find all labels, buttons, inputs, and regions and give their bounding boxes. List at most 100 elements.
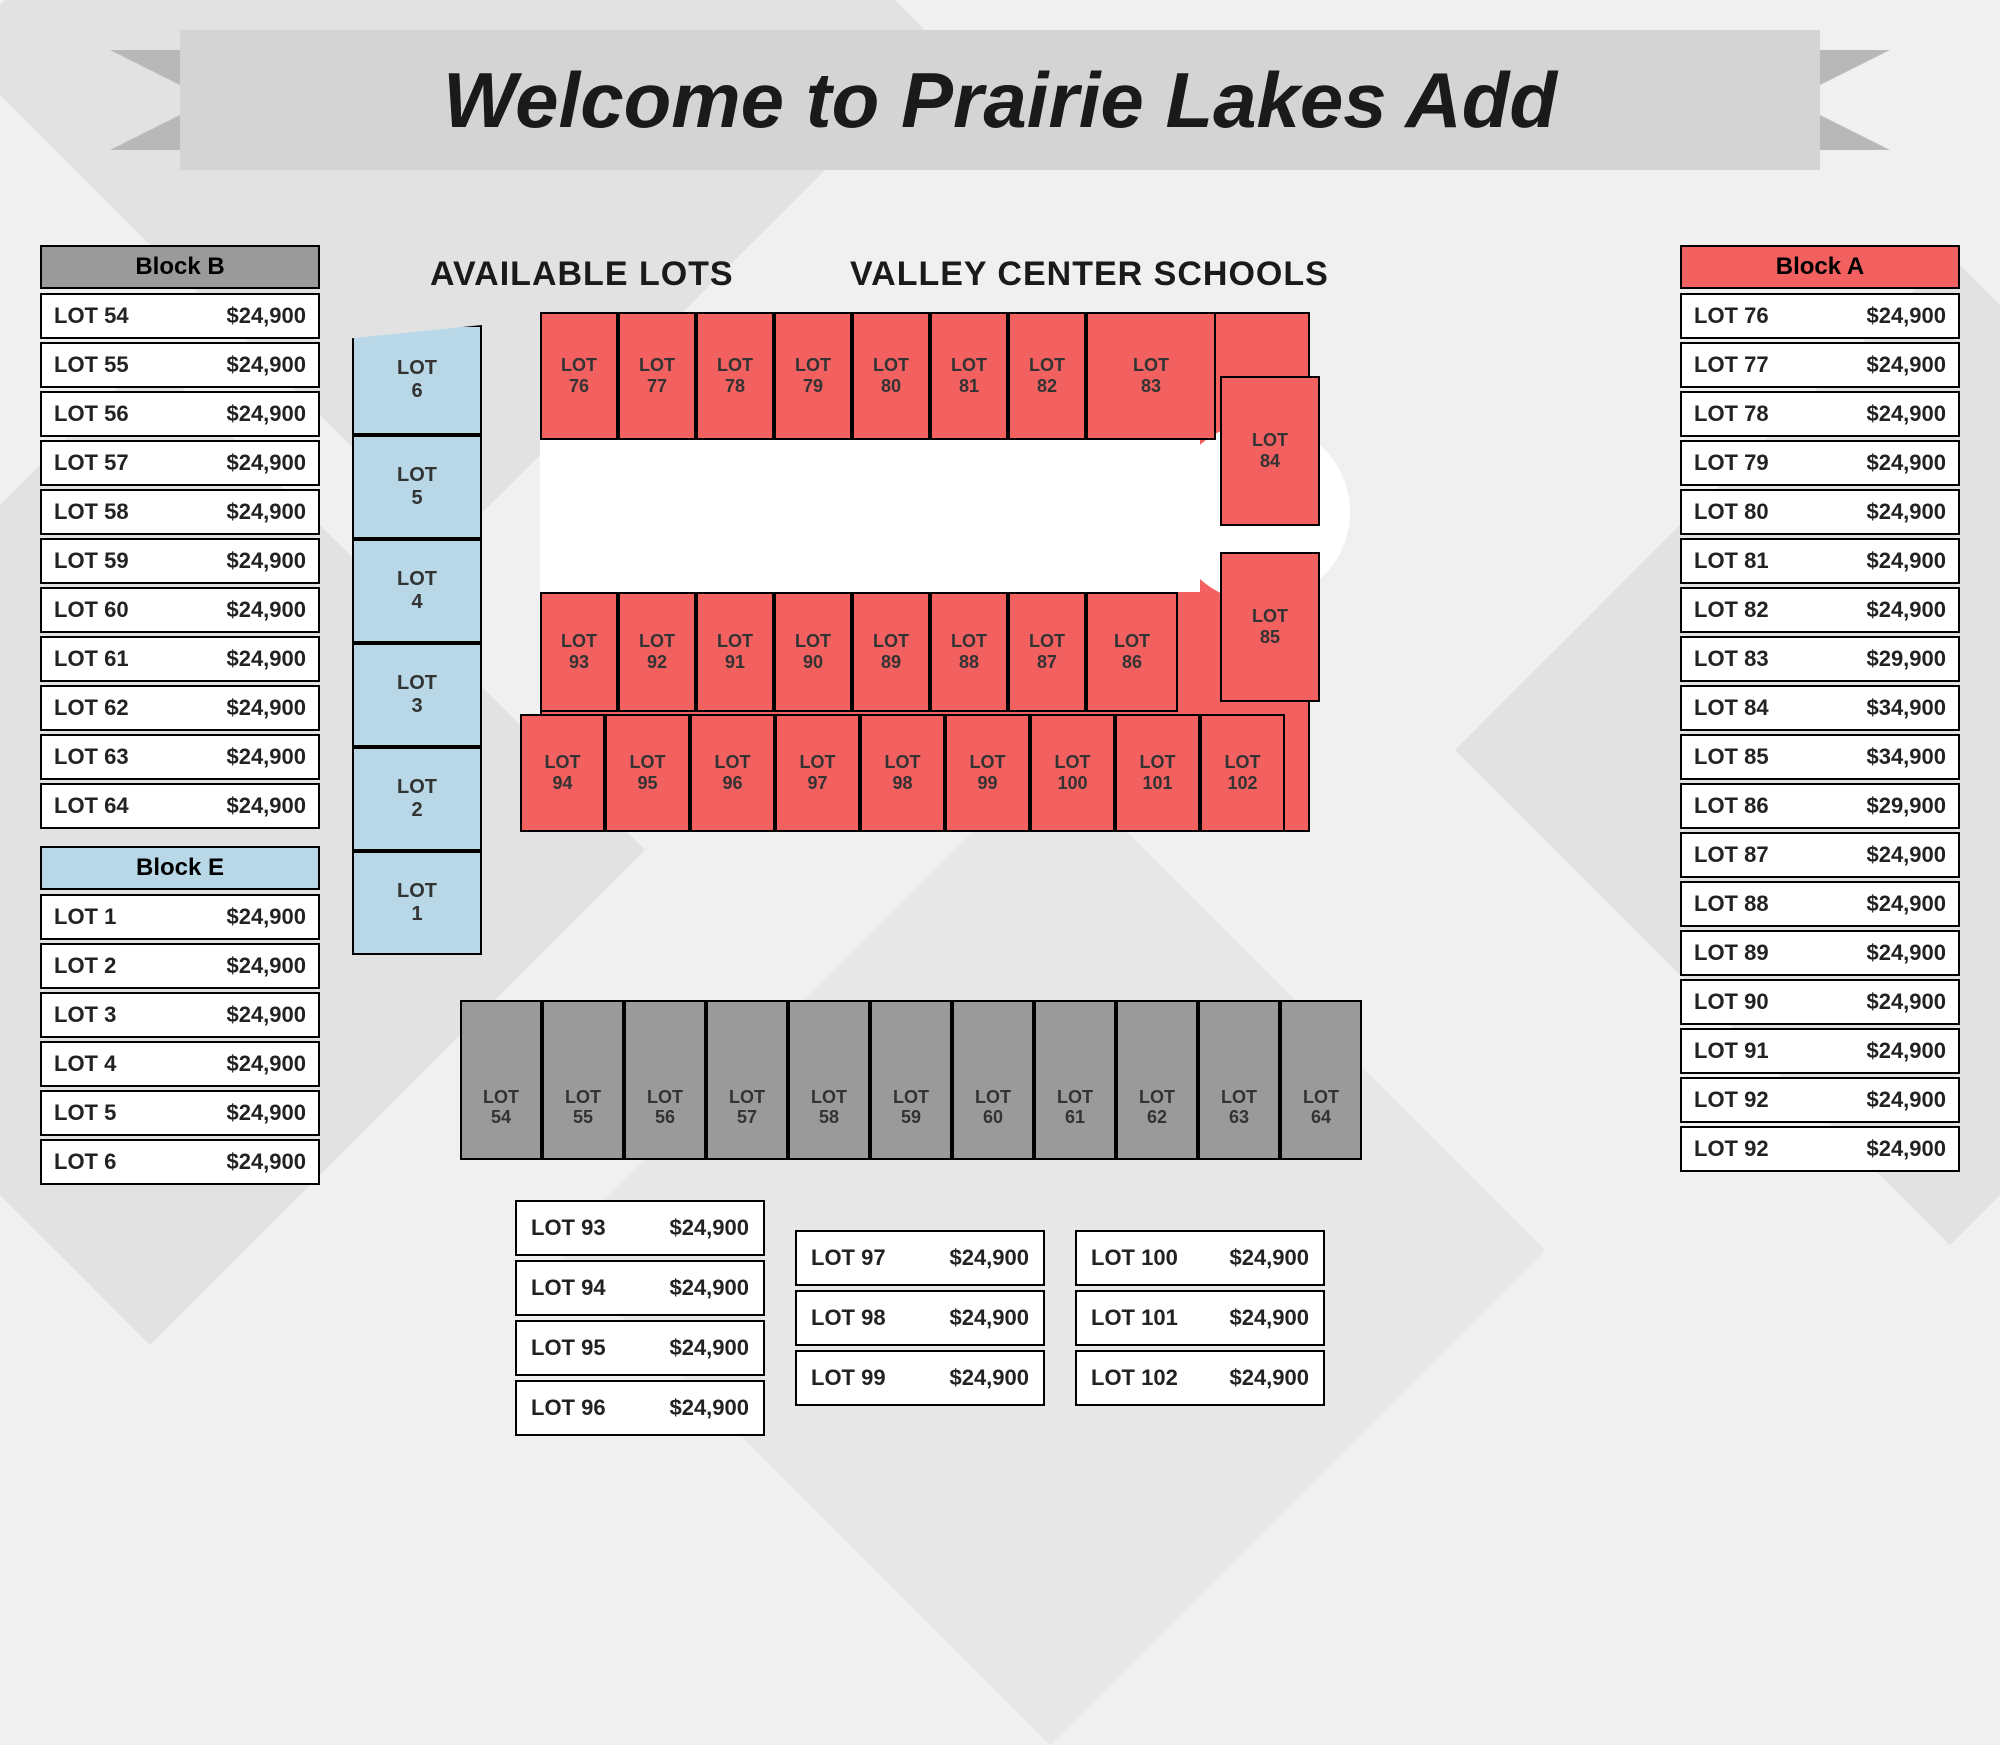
- left-price-column: Block B LOT 54$24,900LOT 55$24,900LOT 56…: [40, 245, 320, 1188]
- lot-label: LOT 92: [1694, 1087, 1866, 1113]
- price-label: $24,900: [226, 352, 306, 378]
- map-lot: LOT101: [1115, 714, 1200, 832]
- price-row: LOT 2$24,900: [40, 943, 320, 989]
- price-label: $24,900: [226, 548, 306, 574]
- price-label: $24,900: [1866, 891, 1946, 917]
- map-lot: LOT76: [540, 312, 618, 440]
- price-row: LOT 90$24,900: [1680, 979, 1960, 1025]
- map-gray-row: LOT54LOT55LOT56LOT57LOT58LOT59LOT60LOT61…: [460, 1000, 1362, 1160]
- lot-label: LOT 96: [531, 1395, 669, 1421]
- map-lot: LOT83: [1086, 312, 1216, 440]
- lot-label: LOT 88: [1694, 891, 1866, 917]
- lot-label: LOT 56: [54, 401, 226, 427]
- price-label: $24,900: [1866, 597, 1946, 623]
- price-row: LOT 60$24,900: [40, 587, 320, 633]
- map-lot: LOT95: [605, 714, 690, 832]
- block-e-header: Block E: [40, 846, 320, 890]
- lot-label: LOT 64: [54, 793, 226, 819]
- price-label: $29,900: [1866, 793, 1946, 819]
- map-lot: LOT57: [706, 1000, 788, 1160]
- map-lot: LOT100: [1030, 714, 1115, 832]
- map-lot: LOT3: [352, 643, 482, 747]
- price-label: $24,900: [226, 1149, 306, 1175]
- price-row: LOT 3$24,900: [40, 992, 320, 1038]
- lot-label: LOT 57: [54, 450, 226, 476]
- price-row: LOT 87$24,900: [1680, 832, 1960, 878]
- lot-label: LOT 98: [811, 1305, 949, 1331]
- price-row: LOT 61$24,900: [40, 636, 320, 682]
- lot-label: LOT 83: [1694, 646, 1866, 672]
- lot-label: LOT 61: [54, 646, 226, 672]
- price-row: LOT 58$24,900: [40, 489, 320, 535]
- map-lot: LOT58: [788, 1000, 870, 1160]
- map-lot: LOT84: [1220, 376, 1320, 526]
- lot-label: LOT 87: [1694, 842, 1866, 868]
- lot-label: LOT 100: [1091, 1245, 1229, 1271]
- lot-label: LOT 91: [1694, 1038, 1866, 1064]
- price-label: $34,900: [1866, 744, 1946, 770]
- price-label: $24,900: [1866, 989, 1946, 1015]
- lot-label: LOT 89: [1694, 940, 1866, 966]
- lot-label: LOT 77: [1694, 352, 1866, 378]
- price-row: LOT 5$24,900: [40, 1090, 320, 1136]
- lot-label: LOT 62: [54, 695, 226, 721]
- map-lot: LOT60: [952, 1000, 1034, 1160]
- lot-label: LOT 86: [1694, 793, 1866, 819]
- subtitle-available: AVAILABLE LOTS: [430, 255, 734, 294]
- lot-label: LOT 102: [1091, 1365, 1229, 1391]
- map-lot: LOT54: [460, 1000, 542, 1160]
- price-row: LOT 4$24,900: [40, 1041, 320, 1087]
- price-label: $24,900: [226, 450, 306, 476]
- map-lot: LOT89: [852, 592, 930, 712]
- price-label: $24,900: [226, 953, 306, 979]
- price-row: LOT 98$24,900: [795, 1290, 1045, 1346]
- map-lot: LOT96: [690, 714, 775, 832]
- price-label: $24,900: [226, 744, 306, 770]
- map-lot: LOT98: [860, 714, 945, 832]
- lot-label: LOT 55: [54, 352, 226, 378]
- lot-label: LOT 76: [1694, 303, 1866, 329]
- price-label: $24,900: [226, 1051, 306, 1077]
- lot-label: LOT 63: [54, 744, 226, 770]
- price-label: $24,900: [669, 1335, 749, 1361]
- lot-label: LOT 95: [531, 1335, 669, 1361]
- price-row: LOT 1$24,900: [40, 894, 320, 940]
- map-lot: LOT86: [1086, 592, 1178, 712]
- lot-label: LOT 54: [54, 303, 226, 329]
- price-label: $24,900: [949, 1305, 1029, 1331]
- lot-label: LOT 60: [54, 597, 226, 623]
- price-label: $29,900: [1866, 646, 1946, 672]
- price-label: $24,900: [226, 401, 306, 427]
- map-lot: LOT99: [945, 714, 1030, 832]
- price-row: LOT 6$24,900: [40, 1139, 320, 1185]
- price-row: LOT 102$24,900: [1075, 1350, 1325, 1406]
- block-b-header: Block B: [40, 245, 320, 289]
- price-label: $34,900: [1866, 695, 1946, 721]
- lot-label: LOT 58: [54, 499, 226, 525]
- price-label: $24,900: [226, 1002, 306, 1028]
- price-label: $24,900: [1866, 499, 1946, 525]
- price-row: LOT 100$24,900: [1075, 1230, 1325, 1286]
- map-lot: LOT4: [352, 539, 482, 643]
- price-row: LOT 76$24,900: [1680, 293, 1960, 339]
- lot-label: LOT 78: [1694, 401, 1866, 427]
- price-label: $24,900: [226, 1100, 306, 1126]
- lot-label: LOT 99: [811, 1365, 949, 1391]
- price-row: LOT 88$24,900: [1680, 881, 1960, 927]
- map-lot: LOT61: [1034, 1000, 1116, 1160]
- price-row: LOT 79$24,900: [1680, 440, 1960, 486]
- price-row: LOT 89$24,900: [1680, 930, 1960, 976]
- map-lot: LOT94: [520, 714, 605, 832]
- lot-label: LOT 97: [811, 1245, 949, 1271]
- price-label: $24,900: [1866, 940, 1946, 966]
- price-label: $24,900: [1866, 1038, 1946, 1064]
- lot-label: LOT 5: [54, 1100, 226, 1126]
- price-row: LOT 54$24,900: [40, 293, 320, 339]
- price-row: LOT 95$24,900: [515, 1320, 765, 1376]
- map-lot: LOT6: [352, 325, 482, 435]
- page-title: Welcome to Prairie Lakes Add: [110, 30, 1890, 170]
- price-row: LOT 92$24,900: [1680, 1126, 1960, 1172]
- price-label: $24,900: [1866, 1136, 1946, 1162]
- price-row: LOT 86$29,900: [1680, 783, 1960, 829]
- price-row: LOT 77$24,900: [1680, 342, 1960, 388]
